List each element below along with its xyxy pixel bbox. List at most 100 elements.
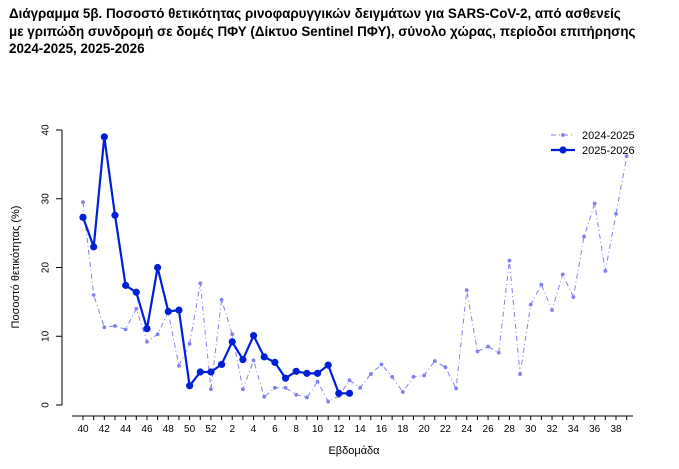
x-tick-label: 14 bbox=[355, 424, 367, 435]
x-tick-label: 8 bbox=[293, 424, 299, 435]
data-point bbox=[614, 211, 618, 216]
y-tick-label: 0 bbox=[41, 402, 52, 408]
data-point bbox=[164, 307, 172, 316]
data-point bbox=[560, 272, 565, 277]
data-point bbox=[132, 288, 140, 296]
data-point bbox=[486, 344, 490, 349]
x-tick-label: 2 bbox=[229, 424, 235, 435]
data-point bbox=[464, 288, 469, 293]
data-point bbox=[228, 338, 236, 346]
chart-title-line-2: με γριπώδη συνδρομή σε δομές ΠΦΥ (Δίκτυο… bbox=[9, 23, 636, 39]
data-point bbox=[217, 360, 226, 369]
data-point bbox=[304, 395, 309, 400]
data-point bbox=[379, 362, 384, 367]
data-point bbox=[207, 368, 215, 376]
data-point bbox=[400, 390, 405, 394]
data-point bbox=[111, 211, 119, 219]
data-point bbox=[91, 293, 96, 297]
data-point bbox=[507, 258, 512, 263]
data-point bbox=[358, 385, 363, 390]
x-tick-label: 34 bbox=[568, 424, 580, 435]
data-point bbox=[186, 382, 194, 390]
x-tick-label: 4 bbox=[251, 424, 257, 435]
data-point bbox=[155, 332, 160, 337]
y-tick-label: 30 bbox=[41, 193, 52, 205]
data-point bbox=[313, 369, 322, 377]
data-point bbox=[368, 372, 373, 376]
data-point bbox=[443, 365, 448, 370]
legend-marker bbox=[559, 146, 567, 154]
data-point bbox=[345, 389, 354, 397]
data-point bbox=[123, 327, 128, 332]
data-point bbox=[175, 306, 183, 314]
data-point bbox=[454, 386, 458, 391]
data-point bbox=[411, 374, 416, 379]
data-point bbox=[145, 339, 149, 344]
x-tick-label: 42 bbox=[99, 424, 111, 435]
data-point bbox=[496, 350, 501, 355]
data-point bbox=[81, 200, 85, 205]
x-tick-label: 28 bbox=[504, 424, 516, 435]
x-tick-label: 16 bbox=[376, 424, 388, 435]
x-tick-label: 24 bbox=[461, 424, 473, 435]
data-point bbox=[251, 358, 256, 363]
data-point bbox=[198, 281, 203, 286]
data-point bbox=[134, 306, 139, 311]
data-point bbox=[518, 372, 522, 376]
x-tick-label: 18 bbox=[397, 424, 409, 435]
data-point bbox=[571, 295, 576, 299]
series-line-2025-2026 bbox=[81, 135, 350, 395]
x-tick-label: 10 bbox=[312, 424, 324, 435]
x-axis-title: Εβδομάδα bbox=[328, 445, 380, 457]
data-point bbox=[528, 302, 533, 307]
data-point bbox=[390, 374, 395, 379]
data-point bbox=[113, 324, 117, 328]
data-point bbox=[624, 154, 629, 159]
y-tick-label: 10 bbox=[41, 330, 52, 342]
x-tick-label: 22 bbox=[440, 424, 452, 435]
data-point bbox=[249, 331, 258, 340]
x-tick-label: 44 bbox=[120, 424, 132, 435]
x-tick-label: 36 bbox=[589, 424, 601, 435]
data-point bbox=[432, 359, 437, 363]
data-point bbox=[271, 358, 279, 366]
x-tick-label: 12 bbox=[333, 424, 345, 435]
data-point bbox=[239, 356, 247, 364]
chart-title: Διάγραμμα 5β. Ποσοστό θετικότητας ρινοφα… bbox=[9, 5, 674, 58]
y-axis-title: Ποσοστό θετικότητας (%) bbox=[10, 206, 22, 329]
data-point bbox=[79, 213, 87, 221]
data-point bbox=[592, 201, 597, 206]
data-point bbox=[154, 263, 162, 272]
data-point bbox=[196, 368, 204, 376]
data-point bbox=[315, 379, 320, 384]
x-tick-label: 40 bbox=[77, 424, 89, 435]
data-point bbox=[177, 363, 181, 368]
data-point bbox=[347, 378, 352, 383]
legend-label: 2024-2025 bbox=[582, 130, 635, 142]
x-tick-label: 38 bbox=[610, 424, 622, 435]
x-tick-label: 46 bbox=[141, 424, 153, 435]
chart-title-line-1: Διάγραμμα 5β. Ποσοστό θετικότητας ρινοφα… bbox=[9, 6, 621, 21]
legend-label: 2025-2026 bbox=[582, 145, 635, 157]
data-point bbox=[219, 297, 224, 302]
data-point bbox=[475, 349, 480, 354]
x-tick-label: 32 bbox=[546, 424, 558, 435]
data-point bbox=[209, 387, 213, 392]
y-tick-label: 40 bbox=[41, 124, 52, 136]
data-point bbox=[603, 269, 608, 273]
x-tick-label: 20 bbox=[419, 424, 431, 435]
data-point bbox=[90, 243, 98, 251]
x-tick-label: 48 bbox=[163, 424, 175, 435]
data-point bbox=[230, 332, 235, 337]
data-point bbox=[102, 325, 107, 330]
data-point bbox=[582, 234, 586, 239]
data-point bbox=[324, 361, 332, 369]
data-point bbox=[100, 133, 108, 141]
legend-marker bbox=[561, 133, 565, 137]
data-point bbox=[122, 281, 130, 289]
data-point bbox=[281, 374, 290, 382]
x-tick-label: 6 bbox=[272, 424, 278, 435]
data-point bbox=[539, 282, 544, 287]
data-point bbox=[260, 353, 268, 361]
